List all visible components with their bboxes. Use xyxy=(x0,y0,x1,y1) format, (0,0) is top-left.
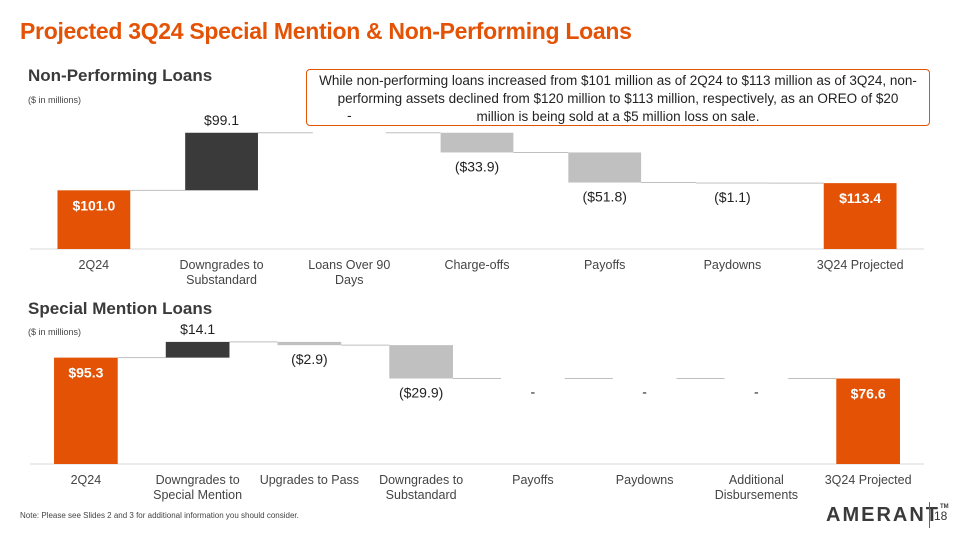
data-label: $101.0 xyxy=(72,197,115,213)
data-label: ($29.9) xyxy=(399,385,443,401)
data-label: $95.3 xyxy=(68,365,103,381)
data-label: - xyxy=(531,384,536,400)
category-label: Upgrades to Pass xyxy=(260,473,359,487)
data-label: - xyxy=(347,107,352,123)
category-label: Payoffs xyxy=(512,473,553,487)
data-label: $99.1 xyxy=(204,112,239,128)
category-label: Downgrades to xyxy=(180,258,264,272)
category-label: Special Mention xyxy=(153,488,242,502)
category-label: 3Q24 Projected xyxy=(825,473,912,487)
category-label: Paydowns xyxy=(616,473,674,487)
category-label: Downgrades to xyxy=(379,473,463,487)
data-label: ($33.9) xyxy=(455,158,499,174)
category-label: Loans Over 90 xyxy=(308,258,390,272)
waterfall-bar xyxy=(823,183,897,249)
category-label: Additional xyxy=(729,473,784,487)
waterfall-bar xyxy=(54,357,118,464)
footer-divider xyxy=(929,502,930,528)
waterfall-bar xyxy=(185,132,258,191)
category-label: Paydowns xyxy=(704,258,762,272)
category-label: 2Q24 xyxy=(79,258,110,272)
waterfall-bar xyxy=(836,378,900,464)
amerant-logo: AMERANTTM xyxy=(826,504,949,526)
data-label: - xyxy=(754,384,759,400)
category-label: Downgrades to xyxy=(156,473,240,487)
sml-chart-title: Special Mention Loans xyxy=(28,299,213,318)
category-label: 3Q24 Projected xyxy=(817,258,904,272)
page-number: 18 xyxy=(934,509,948,523)
npl-callout-box: While non-performing loans increased fro… xyxy=(306,69,930,126)
npl-chart-title: Non-Performing Loans xyxy=(28,66,213,85)
waterfall-bar xyxy=(389,345,453,379)
category-label: Disbursements xyxy=(715,488,798,502)
npl-units-label: ($ in millions) xyxy=(28,95,82,105)
data-label: ($51.8) xyxy=(583,189,627,205)
waterfall-bar xyxy=(440,132,514,153)
category-label: Payoffs xyxy=(584,258,625,272)
waterfall-bar xyxy=(277,341,342,346)
waterfall-bar xyxy=(568,152,642,183)
category-label: Charge-offs xyxy=(444,258,509,272)
category-label: Substandard xyxy=(386,488,457,502)
data-label: $76.6 xyxy=(851,386,886,402)
data-label: $113.4 xyxy=(839,190,881,206)
category-label: Days xyxy=(335,273,363,287)
data-label: ($2.9) xyxy=(291,351,328,367)
waterfall-bar xyxy=(165,341,230,358)
data-label: - xyxy=(642,384,647,400)
page-title: Projected 3Q24 Special Mention & Non-Per… xyxy=(20,18,632,44)
waterfall-bar xyxy=(57,190,131,249)
waterfall-bar xyxy=(696,182,769,184)
footnote: Note: Please see Slides 2 and 3 for addi… xyxy=(20,511,299,520)
sml-units-label: ($ in millions) xyxy=(28,327,82,337)
data-label: ($1.1) xyxy=(714,189,751,205)
category-label: Substandard xyxy=(186,273,257,287)
category-label: 2Q24 xyxy=(71,473,102,487)
data-label: $14.1 xyxy=(180,321,215,337)
